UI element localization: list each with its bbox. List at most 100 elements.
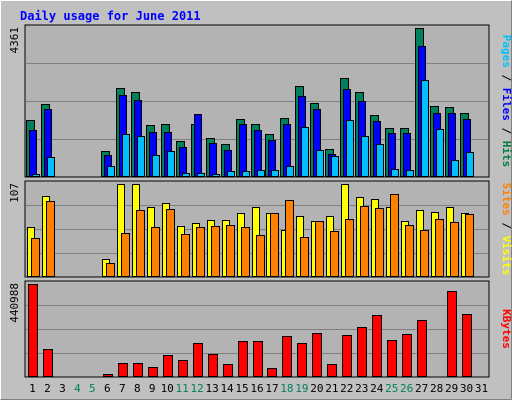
bar-kbytes-kbytes-day-30 xyxy=(462,314,472,377)
bars-visits xyxy=(27,184,474,277)
bar-visits-sites-day-1 xyxy=(31,238,40,277)
day-label: 7 xyxy=(119,382,126,395)
day-label: 28 xyxy=(430,382,443,395)
bar-visits-sites-day-19 xyxy=(300,237,309,277)
panel-hits: 4361 Pages / Files / Hits xyxy=(8,24,512,178)
bar-hits-pages-day-2 xyxy=(47,157,55,177)
bar-kbytes-kbytes-day-17 xyxy=(267,368,277,377)
legend-kbytes: KBytes xyxy=(500,309,512,349)
bar-kbytes-kbytes-day-11 xyxy=(178,360,188,377)
legend-label: KBytes xyxy=(500,309,512,349)
day-label: 13 xyxy=(205,382,218,395)
day-label: 27 xyxy=(415,382,428,395)
bar-hits-files-day-13 xyxy=(209,143,217,177)
bar-hits-pages-day-29 xyxy=(451,160,459,177)
day-label: 6 xyxy=(104,382,111,395)
day-label: 29 xyxy=(445,382,458,395)
bar-hits-files-day-16 xyxy=(254,130,262,177)
panel-visits: 107 Sites / Visits xyxy=(8,180,512,278)
bar-visits-sites-day-28 xyxy=(435,219,444,277)
day-label: 5 xyxy=(89,382,96,395)
bar-hits-pages-day-20 xyxy=(316,150,324,177)
bar-kbytes-kbytes-day-13 xyxy=(208,354,218,377)
day-label: 16 xyxy=(250,382,263,395)
legend-label: Visits xyxy=(500,236,512,276)
bar-visits-sites-day-14 xyxy=(226,225,235,277)
legend-visits: Sites / Visits xyxy=(500,183,512,276)
bar-visits-sites-day-20 xyxy=(315,221,324,277)
day-label: 8 xyxy=(134,382,141,395)
bar-hits-pages-day-27 xyxy=(421,80,429,177)
bar-hits-pages-day-26 xyxy=(406,170,414,177)
legend-hits: Pages / Files / Hits xyxy=(500,35,512,168)
bars-kbytes xyxy=(28,284,472,377)
bar-kbytes-kbytes-day-7 xyxy=(118,363,128,377)
day-label: 9 xyxy=(149,382,156,395)
bar-hits-pages-day-22 xyxy=(346,120,354,177)
day-label: 20 xyxy=(310,382,323,395)
day-label: 12 xyxy=(191,382,204,395)
max-label-hits: 4361 xyxy=(8,27,21,54)
bar-kbytes-kbytes-day-23 xyxy=(357,327,367,377)
bar-hits-pages-day-1 xyxy=(32,174,40,177)
bar-visits-sites-day-15 xyxy=(241,227,250,277)
max-label-visits: 107 xyxy=(8,183,21,203)
bar-kbytes-kbytes-day-27 xyxy=(417,320,427,377)
bar-hits-files-day-15 xyxy=(239,124,247,177)
day-label: 25 xyxy=(385,382,398,395)
bar-kbytes-kbytes-day-22 xyxy=(342,335,352,377)
bar-visits-sites-day-24 xyxy=(375,208,384,277)
bar-visits-sites-day-6 xyxy=(106,263,115,277)
bar-hits-pages-day-11 xyxy=(182,173,190,177)
bar-hits-files-day-12 xyxy=(194,114,202,177)
bar-kbytes-kbytes-day-29 xyxy=(447,291,457,377)
day-label: 18 xyxy=(280,382,293,395)
bar-hits-pages-day-8 xyxy=(137,136,145,177)
bar-hits-pages-day-15 xyxy=(242,171,250,177)
day-label: 17 xyxy=(265,382,278,395)
bar-kbytes-kbytes-day-16 xyxy=(253,341,263,377)
bar-visits-sites-day-25 xyxy=(390,194,399,277)
bar-kbytes-kbytes-day-19 xyxy=(297,343,307,377)
chart-title: Daily usage for June 2011 xyxy=(20,9,201,23)
legend-label: Sites xyxy=(500,183,512,216)
legend-label: / xyxy=(500,68,512,88)
bar-visits-sites-day-2 xyxy=(46,201,55,277)
bar-visits-sites-day-29 xyxy=(450,222,459,277)
bar-kbytes-kbytes-day-18 xyxy=(282,336,292,377)
bar-hits-pages-day-7 xyxy=(122,134,130,177)
bar-kbytes-kbytes-day-15 xyxy=(238,341,248,377)
bar-kbytes-kbytes-day-21 xyxy=(327,364,337,377)
day-label: 26 xyxy=(400,382,413,395)
bar-kbytes-kbytes-day-9 xyxy=(148,367,158,377)
bar-hits-pages-day-6 xyxy=(107,166,115,177)
bar-visits-sites-day-12 xyxy=(196,227,205,277)
bar-hits-pages-day-24 xyxy=(376,144,384,177)
bar-kbytes-kbytes-day-20 xyxy=(312,333,322,377)
bar-kbytes-kbytes-day-8 xyxy=(133,363,143,377)
bar-visits-sites-day-27 xyxy=(420,230,429,277)
legend-label: Hits xyxy=(500,141,512,168)
bar-visits-sites-day-8 xyxy=(136,210,145,277)
day-label: 23 xyxy=(355,382,368,395)
day-label: 2 xyxy=(44,382,51,395)
day-label: 24 xyxy=(370,382,384,395)
bar-visits-sites-day-7 xyxy=(121,233,130,277)
legend-label: / xyxy=(500,121,512,141)
bar-kbytes-kbytes-day-2 xyxy=(43,349,53,377)
panel-kbytes: 440988 KBytes xyxy=(8,280,512,378)
bar-hits-pages-day-17 xyxy=(271,170,279,177)
bar-visits-sites-day-10 xyxy=(166,209,175,277)
bar-kbytes-kbytes-day-26 xyxy=(402,334,412,377)
bar-visits-sites-day-21 xyxy=(330,231,339,277)
bar-hits-files-day-11 xyxy=(179,147,187,177)
bar-hits-pages-day-13 xyxy=(212,174,220,177)
day-label: 15 xyxy=(235,382,248,395)
bar-visits-sites-day-9 xyxy=(151,227,160,277)
legend-label: Files xyxy=(500,88,512,121)
day-label: 21 xyxy=(325,382,338,395)
bar-visits-sites-day-18 xyxy=(285,200,294,277)
bar-kbytes-kbytes-day-6 xyxy=(103,374,113,377)
